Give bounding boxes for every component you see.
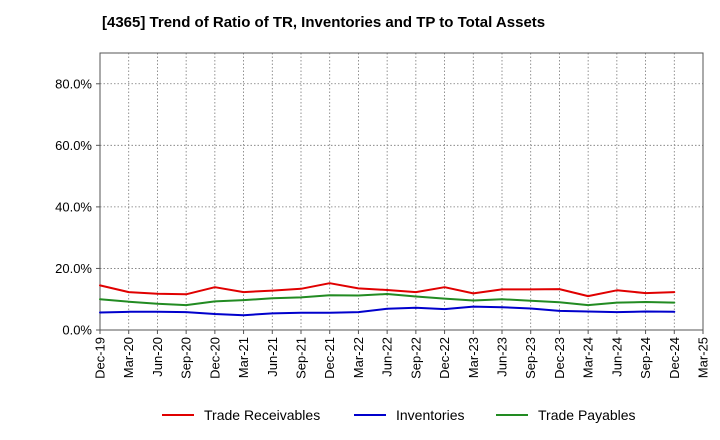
x-tick-label: Mar-25 [696,337,711,378]
x-tick-label: Dec-19 [93,337,108,379]
x-tick-label: Dec-21 [322,337,337,379]
x-tick-label: Mar-24 [581,337,596,378]
legend-swatch-inventories [354,414,386,416]
y-tick-label: 60.0% [55,138,92,153]
x-tick-label: Mar-22 [351,337,366,378]
plot-frame [99,52,704,331]
x-tick-label: Mar-21 [236,337,251,378]
x-tick-label: Jun-24 [609,337,624,377]
series-line-trade-receivables [99,282,676,298]
x-tick-label: Dec-23 [552,337,567,379]
x-tick-label: Mar-23 [466,337,481,378]
x-tick-label: Sep-20 [179,337,194,379]
legend-label: Trade Receivables [204,407,321,423]
x-tick-label: Mar-20 [121,337,136,378]
x-tick-label: Sep-21 [294,337,309,379]
x-tick-label: Sep-22 [408,337,423,379]
series-line-inventories [99,305,676,317]
x-tick-label: Jun-22 [380,337,395,377]
x-tick-label: Jun-23 [495,337,510,377]
legend-swatch-trade-payables [496,414,528,416]
x-tick-label: Dec-20 [207,337,222,379]
legend-item-inventories: Inventories [354,405,464,425]
y-tick-label: 20.0% [55,261,92,276]
y-tick-label: 40.0% [55,199,92,214]
x-tick-label: Sep-24 [638,337,653,379]
legend-item-trade-receivables: Trade Receivables [162,405,320,425]
x-tick-label: Jun-21 [265,337,280,377]
x-tick-label: Sep-23 [523,337,538,379]
x-tick-label: Dec-24 [667,337,682,379]
y-tick-label: 0.0% [62,323,92,338]
y-tick-label: 80.0% [55,76,92,91]
series-line-trade-payables [99,293,676,307]
x-tick-label: Jun-20 [150,337,165,377]
legend: Trade Receivables Inventories Trade Paya… [0,405,720,425]
x-tick-label: Dec-22 [437,337,452,379]
legend-swatch-trade-receivables [162,414,194,416]
legend-item-trade-payables: Trade Payables [496,405,636,425]
chart-title: [4365] Trend of Ratio of TR, Inventories… [102,14,546,31]
legend-label: Inventories [396,407,465,423]
legend-label: Trade Payables [538,407,636,423]
